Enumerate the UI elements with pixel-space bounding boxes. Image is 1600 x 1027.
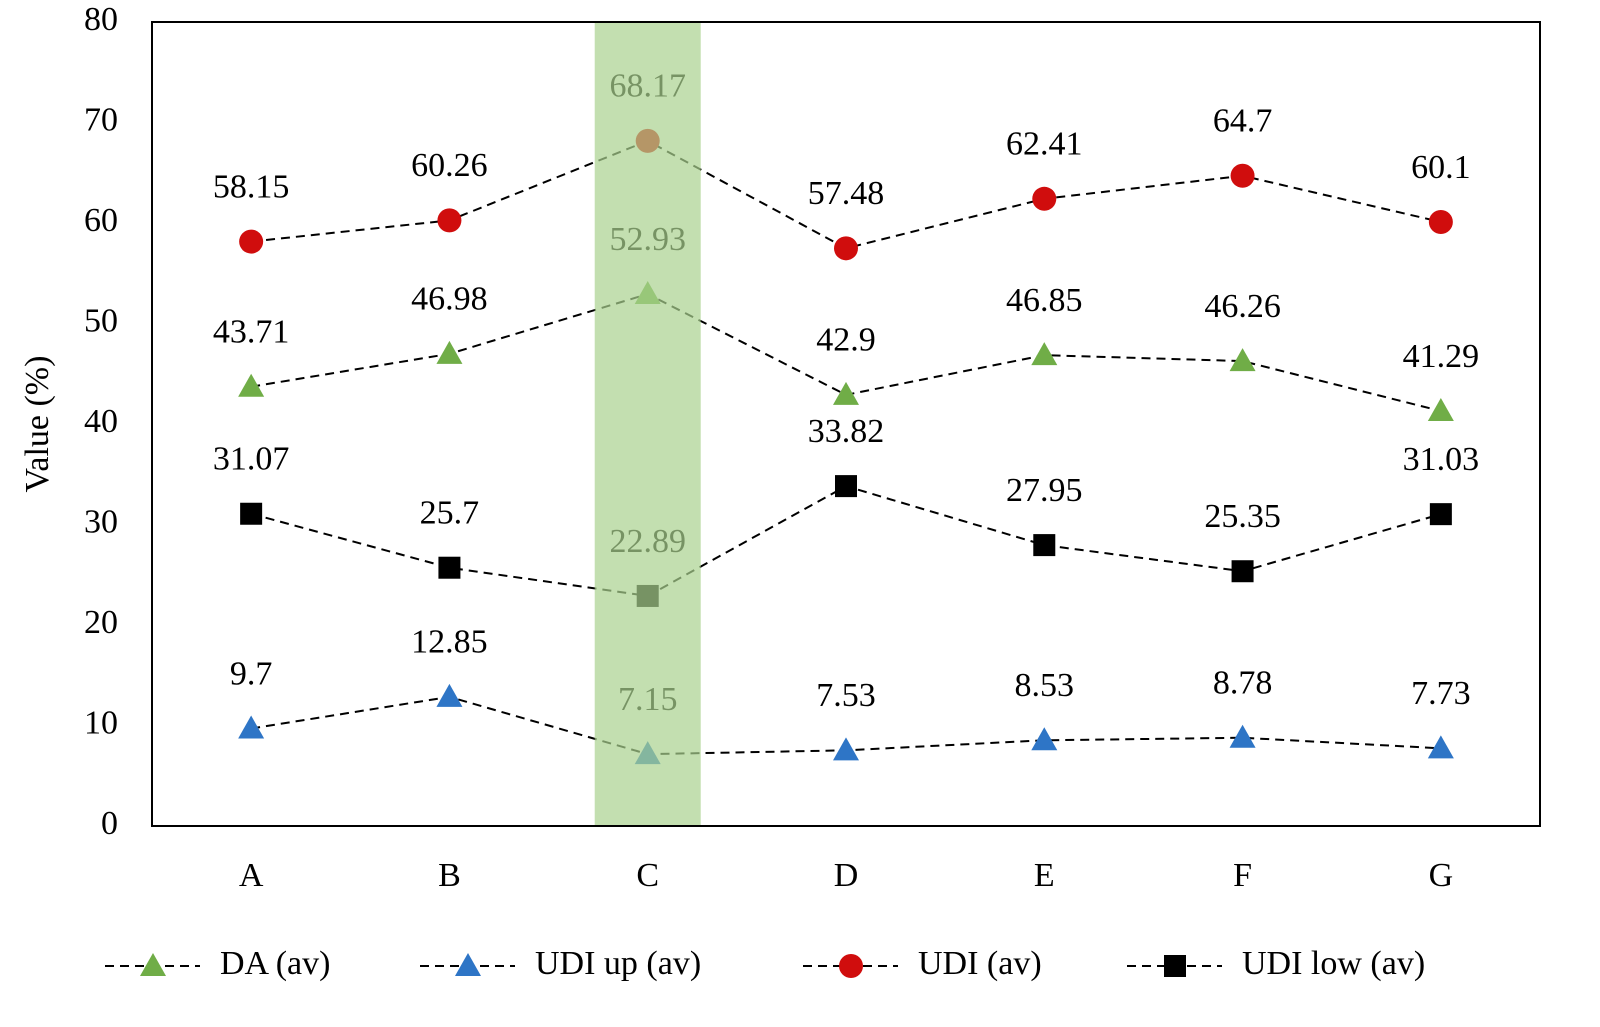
data-point <box>1229 724 1256 748</box>
x-tick-label: B <box>438 857 461 894</box>
data-label: 7.73 <box>1411 675 1471 712</box>
data-label: 46.85 <box>1006 282 1083 319</box>
data-label: 25.35 <box>1204 498 1281 535</box>
data-label: 27.95 <box>1006 472 1083 509</box>
data-label: 57.48 <box>808 175 885 212</box>
y-tick-label: 30 <box>84 503 118 540</box>
data-label: 7.53 <box>816 677 876 714</box>
data-label: 8.78 <box>1213 665 1273 702</box>
data-point <box>238 715 265 739</box>
data-label: 46.98 <box>411 281 488 318</box>
data-label: 62.41 <box>1006 126 1083 163</box>
x-tick-label: C <box>636 857 659 894</box>
plot-frame <box>151 21 1541 827</box>
x-tick-label: F <box>1233 857 1252 894</box>
x-tick-label: E <box>1034 857 1055 894</box>
data-label: 64.7 <box>1213 103 1273 140</box>
data-label: 41.29 <box>1403 338 1480 375</box>
data-label: 43.71 <box>213 314 290 351</box>
data-point <box>1033 534 1056 557</box>
data-label: 25.7 <box>420 495 480 532</box>
data-point <box>1031 727 1058 751</box>
legend-marker <box>1164 955 1186 977</box>
data-point <box>1427 398 1454 422</box>
legend-label: UDI up (av) <box>535 945 701 982</box>
y-tick-label: 60 <box>84 202 118 239</box>
data-label: 8.53 <box>1015 667 1075 704</box>
data-point <box>1428 209 1453 234</box>
data-label: 58.15 <box>213 168 290 205</box>
data-point <box>1427 735 1454 759</box>
data-label: 12.85 <box>411 624 488 661</box>
y-tick-label: 40 <box>84 403 118 440</box>
data-point <box>1032 186 1057 211</box>
y-tick-label: 0 <box>101 805 118 842</box>
data-point <box>436 683 463 707</box>
y-tick-label: 80 <box>84 1 118 38</box>
data-point <box>835 475 857 498</box>
legend-label: UDI low (av) <box>1242 945 1425 982</box>
y-tick-label: 70 <box>84 101 118 138</box>
legend-marker <box>839 954 863 978</box>
data-point <box>437 208 462 233</box>
data-point <box>1231 560 1254 583</box>
data-point <box>238 373 265 397</box>
y-tick-label: 10 <box>84 704 118 741</box>
data-label: 33.82 <box>808 413 885 450</box>
data-label: 31.07 <box>213 441 290 478</box>
x-tick-label: A <box>239 857 264 894</box>
legend-marker <box>455 953 481 976</box>
data-label: 9.7 <box>230 655 273 692</box>
data-point <box>833 381 859 405</box>
y-axis-title: Value (%) <box>19 356 56 493</box>
data-label: 42.9 <box>816 322 876 359</box>
data-label: 46.26 <box>1204 288 1281 325</box>
y-tick-label: 50 <box>84 302 118 339</box>
highlight-band <box>594 22 701 826</box>
data-point <box>438 556 461 579</box>
x-tick-label: G <box>1429 857 1454 894</box>
data-label: 31.03 <box>1403 441 1480 478</box>
legend-marker <box>140 953 166 976</box>
data-point <box>1229 348 1256 372</box>
data-label: 60.26 <box>411 147 488 184</box>
data-point <box>436 340 463 364</box>
legend-label: UDI (av) <box>918 945 1042 982</box>
data-point <box>833 737 859 761</box>
data-point <box>1230 163 1255 188</box>
data-point <box>240 502 263 525</box>
y-tick-label: 20 <box>84 604 118 641</box>
data-point <box>1429 503 1452 526</box>
data-point <box>1031 342 1058 366</box>
x-tick-label: D <box>834 857 859 894</box>
data-label: 60.1 <box>1411 149 1471 186</box>
legend-label: DA (av) <box>220 945 330 982</box>
data-point <box>239 229 264 254</box>
data-point <box>834 236 858 261</box>
